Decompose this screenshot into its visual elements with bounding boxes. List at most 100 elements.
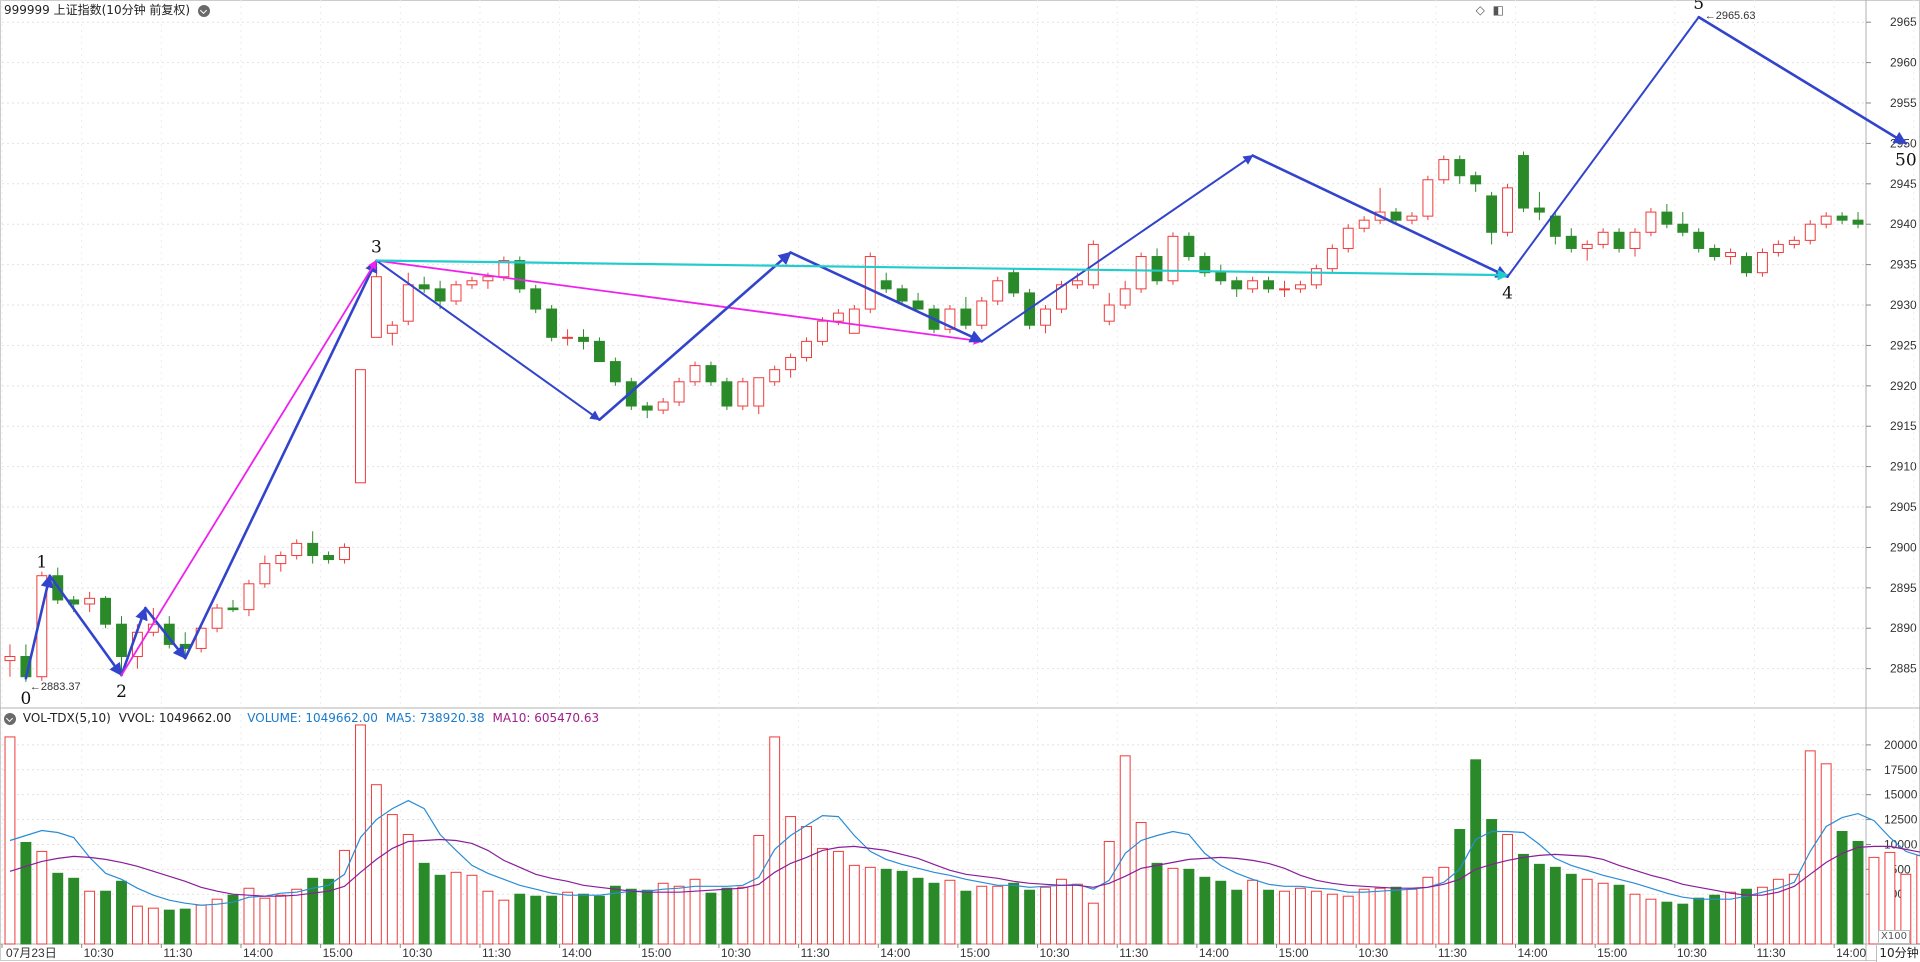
candle-down [530,284,542,314]
volume-bar-up [498,899,510,945]
volume-bar-up [339,849,350,945]
time-tick-label: 10:30 [402,946,432,960]
volume-bar-down [625,888,637,945]
candle-up [1040,305,1051,334]
time-tick-label: 11:30 [163,946,192,960]
candle-body [482,276,494,282]
volume-bar-down [1549,866,1561,945]
candle-body [1056,284,1067,310]
volume-bar-up [402,833,414,945]
volume-bar-down [1263,889,1275,945]
price-tick-label: 2945 [1890,177,1917,191]
volume-bar-up [1772,878,1784,945]
volume-bar-up [211,898,223,945]
candle-down [1549,212,1561,245]
candle-down [609,357,621,386]
panel-icon[interactable]: ◧ [1492,3,1504,17]
candle-up [84,591,96,613]
candle-body [1406,215,1418,221]
wave-line [375,259,983,345]
candle-body [1454,159,1466,177]
price-tick-label: 2900 [1890,540,1917,554]
volume-bar-up [832,850,844,945]
price-tick-label: 2935 [1890,258,1917,272]
volume-tick-label: 10000 [1884,837,1918,851]
candle-body [1772,243,1784,253]
candle-body [1438,159,1450,181]
candle-body [1310,268,1322,286]
candle-up [737,377,749,411]
period-selector[interactable]: 10分钟 [1876,944,1920,962]
candle-up [673,377,685,407]
candle-body [163,623,175,645]
corner-tools[interactable]: ◇ ◧ [1476,3,1504,17]
candle-body [84,597,96,605]
candle-body [689,365,701,383]
candle-body [1470,175,1482,185]
candle-body [1135,256,1147,290]
time-tick-label: 14:00 [880,946,910,960]
candle-down [1693,228,1705,253]
volume-bar-down [1677,903,1689,945]
candle-down [960,296,972,330]
volume-bar-down [1661,901,1673,945]
volume-unit-label: X100 [1878,930,1910,944]
candle-body [562,336,574,339]
candle-up [1438,155,1450,184]
candle-body [259,563,271,585]
wave-line [1506,16,1700,278]
time-tick-label: 15:00 [1597,946,1627,960]
volume-bar-up [1502,833,1513,945]
volume-bar-up [84,890,96,945]
volume-bar-up [737,886,749,945]
time-tick-label: 14:00 [1836,946,1866,960]
volume-bar-down [1852,840,1864,945]
candle-up [1167,232,1179,285]
volume-bar-down [179,908,191,945]
volume-bar-up [386,814,398,945]
candle-up [1581,240,1593,261]
volume-bar-down [227,894,239,945]
time-tick-label: 10:30 [1677,946,1707,960]
volume-bar-down [880,868,892,945]
candle-body [1231,280,1243,290]
price-tick-label: 2925 [1890,338,1917,352]
candle-body [657,401,669,411]
candle-down [641,401,653,419]
volume-bar-up [992,885,1004,945]
volume-bar-up [785,816,797,945]
volume-bar-down [1231,889,1243,945]
candle-up [211,603,223,633]
candle-body [1661,211,1673,225]
volume-bar-up [1056,878,1067,945]
candle-body [1358,219,1370,229]
volume-bar-up [769,736,781,945]
volume-bar-down [1008,882,1020,945]
candle-down [896,284,908,306]
candle-down [1470,171,1482,192]
diamond-icon[interactable]: ◇ [1475,3,1485,17]
candle-up [1135,252,1147,293]
volume-bar-up [1103,840,1115,945]
volume-bar-up [817,847,828,945]
candle-body [546,308,558,338]
volume-dropdown-icon[interactable] [4,712,16,725]
candle-body [1263,280,1275,290]
candle-up [1294,280,1306,293]
volume-bar-down [100,890,111,945]
vvol-value: VVOL: 1049662.00 [118,711,232,725]
title-dropdown-icon[interactable] [197,4,210,17]
price-tick-label: 2895 [1890,581,1917,595]
candle-body [1645,211,1657,233]
candle-up [1310,264,1322,289]
volume-bar-up [848,864,860,945]
candle-body [1502,187,1513,233]
time-tick-label: 15:00 [323,946,353,960]
volume-bar-up [355,724,366,945]
candle-body [1183,235,1195,258]
wave-line [48,574,123,677]
candle-body [1199,256,1211,274]
wave-line [144,606,187,660]
